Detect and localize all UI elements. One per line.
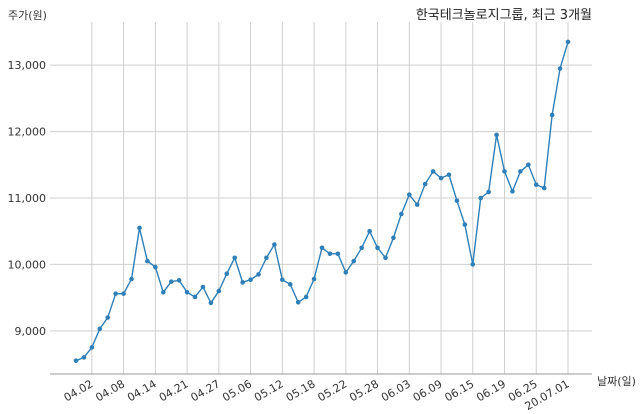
x-tick-label: 05.06 [220, 377, 254, 404]
x-tick-labels: 04.0204.0804.1404.2104.2705.0605.1205.18… [62, 377, 572, 413]
data-point [280, 277, 285, 282]
data-point [248, 277, 253, 282]
y-tick-label: 9,000 [15, 325, 47, 338]
chart-title: 한국테크놀로지그룹, 최근 3개월 [416, 8, 592, 23]
data-point [557, 66, 563, 71]
data-point [367, 228, 372, 234]
data-point [565, 39, 571, 45]
data-point [97, 326, 103, 332]
data-point [541, 185, 547, 191]
x-axis-label: 날짜(일) [597, 374, 636, 388]
price-points [73, 39, 571, 364]
data-point [240, 280, 245, 285]
data-point [73, 358, 79, 364]
data-point [399, 211, 404, 217]
x-tick-label: 04.02 [62, 377, 96, 404]
data-point [319, 245, 325, 251]
data-point [359, 245, 364, 251]
data-point [510, 189, 515, 194]
x-tick-label: 05.12 [252, 377, 286, 404]
data-point [518, 169, 523, 174]
data-point [351, 258, 357, 264]
data-point [105, 315, 111, 320]
x-tick-label: 05.28 [347, 377, 381, 404]
x-tick-label: 04.21 [157, 377, 191, 404]
y-axis-label: 주가(원) [8, 9, 47, 22]
data-point [446, 172, 452, 178]
data-point [176, 278, 182, 283]
data-point [422, 181, 428, 187]
x-tick-label: 06.15 [442, 377, 476, 404]
price-line [75, 41, 569, 362]
x-tick-label: 06.03 [379, 377, 413, 404]
data-point [287, 282, 293, 287]
data-point [462, 222, 468, 227]
x-tick-label: 05.22 [316, 377, 350, 404]
x-tick-label: 04.14 [125, 377, 159, 404]
y-tick-label: 11,000 [8, 192, 47, 205]
x-tick-label: 04.27 [189, 377, 223, 404]
x-tick-label: 06.09 [411, 377, 445, 404]
data-point [549, 112, 555, 118]
data-point [145, 258, 150, 264]
data-point [295, 299, 301, 305]
data-point [375, 245, 380, 251]
data-point [494, 132, 499, 138]
data-point [414, 202, 420, 207]
data-point [526, 162, 531, 168]
y-tick-label: 13,000 [8, 59, 47, 72]
data-point [200, 284, 206, 290]
y-tick-labels: 9,000 10,000 11,000 12,000 13,000 [8, 59, 47, 338]
data-point [137, 225, 142, 231]
horizontal-gridlines [50, 64, 592, 332]
data-point [160, 290, 166, 295]
y-tick-label: 12,000 [8, 126, 47, 139]
data-point [272, 242, 277, 247]
data-point [89, 345, 95, 350]
x-tick-label: 05.18 [284, 377, 318, 404]
x-tick-label: 06.19 [474, 377, 508, 404]
data-point [502, 169, 507, 174]
data-point [486, 189, 491, 195]
data-point [470, 262, 476, 267]
data-point [232, 255, 238, 261]
data-point [129, 276, 134, 282]
data-point [327, 251, 333, 257]
data-point [216, 288, 222, 294]
data-point [184, 290, 190, 295]
data-point [208, 300, 214, 306]
data-point [303, 294, 309, 300]
data-point [343, 270, 349, 275]
data-point [121, 291, 126, 296]
data-point [81, 355, 87, 360]
data-point [478, 195, 484, 201]
data-point [454, 198, 460, 203]
data-point [168, 279, 174, 284]
data-point [153, 264, 158, 270]
data-point [264, 255, 269, 261]
data-point [192, 294, 198, 300]
data-point [533, 182, 539, 188]
data-point [391, 235, 396, 241]
y-tick-label: 10,000 [8, 258, 47, 271]
data-point [311, 276, 317, 282]
data-point [438, 175, 444, 181]
data-point [256, 272, 261, 277]
data-point [430, 169, 436, 174]
data-point [406, 192, 412, 197]
data-point [113, 291, 118, 296]
data-point [383, 255, 388, 261]
data-point [335, 251, 341, 257]
data-point [224, 271, 230, 277]
x-tick-label: 04.08 [93, 377, 127, 404]
